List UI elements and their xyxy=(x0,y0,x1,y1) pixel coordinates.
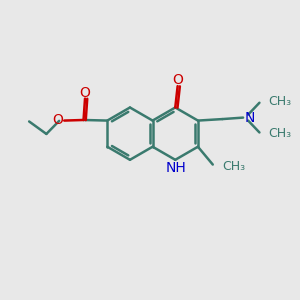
Text: O: O xyxy=(52,113,63,127)
Text: O: O xyxy=(172,73,183,87)
Text: CH₃: CH₃ xyxy=(268,95,292,108)
Text: NH: NH xyxy=(166,161,186,175)
Text: O: O xyxy=(80,85,91,100)
Text: CH₃: CH₃ xyxy=(268,127,292,140)
Text: N: N xyxy=(244,111,255,124)
Text: CH₃: CH₃ xyxy=(222,160,245,173)
